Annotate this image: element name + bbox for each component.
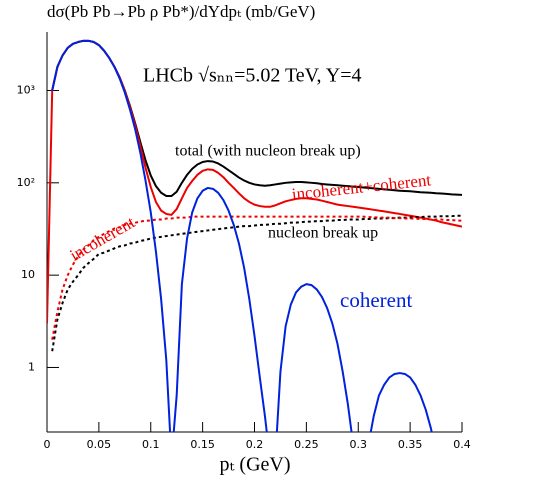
x-tick-label: 0.3 xyxy=(350,438,368,451)
y-tick-label: 10³ xyxy=(17,83,35,96)
x-axis-label: pₜ (GeV) xyxy=(219,454,290,476)
series-label: coherent xyxy=(340,288,412,312)
series-label: total (with nucleon break up) xyxy=(175,143,361,160)
series-label: incoherent xyxy=(66,212,138,264)
y-tick-label: 1 xyxy=(28,360,35,373)
x-tick-label: 0.2 xyxy=(246,438,264,451)
x-tick-label: 0.25 xyxy=(294,438,319,451)
x-tick-label: 0.1 xyxy=(142,438,160,451)
x-tick-label: 0.05 xyxy=(87,438,112,451)
y-tick-label: 10² xyxy=(17,176,35,189)
x-tick-label: 0.4 xyxy=(453,438,471,451)
annotation: LHCb √sₙₙ=5.02 TeV, Y=4 xyxy=(143,65,362,87)
series-line xyxy=(51,215,462,340)
series-label: nucleon break up xyxy=(268,225,378,242)
series-line xyxy=(51,39,433,432)
x-tick-label: 0 xyxy=(44,438,51,451)
plot-area xyxy=(47,39,462,432)
chart-title: dσ(Pb Pb→Pb ρ Pb*)/dYdpₜ (mb/GeV) xyxy=(47,2,315,21)
y-tick-label: 10 xyxy=(21,268,35,281)
x-tick-label: 0.35 xyxy=(398,438,423,451)
x-tick-label: 0.15 xyxy=(190,438,215,451)
series-label: incoherent+coherent xyxy=(291,170,432,204)
